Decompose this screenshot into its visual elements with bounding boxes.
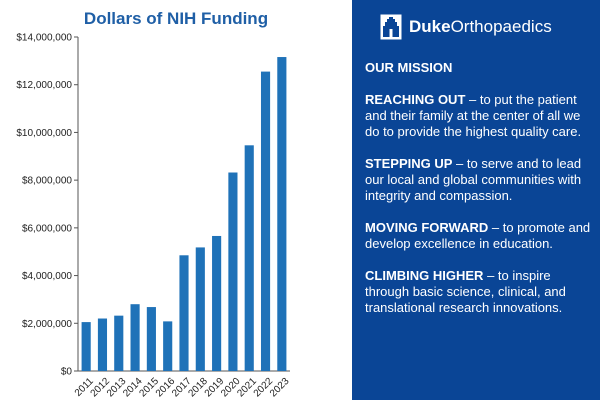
- mission-panel: DukeOrthopaedics OUR MISSION REACHING OU…: [352, 0, 600, 400]
- bar-2013: [114, 315, 124, 371]
- mission-keyword: CLIMBING HIGHER: [365, 268, 484, 283]
- y-tick-label: $4,000,000: [22, 271, 72, 282]
- brand-name-bold: Duke: [409, 17, 451, 36]
- mission-keyword: STEPPING UP: [365, 156, 453, 171]
- mission-text: – to inspire through basic science, clin…: [365, 268, 566, 315]
- bar-2012: [97, 318, 108, 371]
- bar-2022: [260, 71, 271, 371]
- y-tick-label: $2,000,000: [22, 319, 72, 330]
- mission-heading: OUR MISSION: [365, 60, 453, 75]
- bar-2017: [179, 255, 189, 371]
- bar-2023: [277, 57, 287, 371]
- bar-2016: [163, 321, 173, 371]
- nih-funding-bar-chart: $0 $2,000,000 $4,000,000 $6,000,000 $8,000,0…: [16, 33, 292, 400]
- bar-2019: [212, 235, 222, 371]
- mission-item-reaching-out: REACHING OUT – to put the patient and th…: [365, 92, 593, 140]
- chart-panel: Dollars of NIH Funding $0 $2,000,000 $4,00…: [16, 9, 292, 400]
- y-tick-label: $0: [61, 367, 73, 378]
- chart-title: Dollars of NIH Funding: [83, 9, 269, 28]
- y-axis-ticks: $0 $2,000,000 $4,000,000 $6,000,000 $8,000,0…: [16, 33, 78, 378]
- mission-section: OUR MISSION REACHING OUT – to put the pa…: [365, 60, 593, 332]
- bars-group: [81, 57, 287, 371]
- mission-text: – to promote and develop excellence in e…: [365, 220, 591, 251]
- mission-item-moving-forward: MOVING FORWARD – to promote and develop …: [365, 220, 593, 252]
- brand-name: DukeOrthopaedics: [409, 17, 552, 37]
- bar-2011: [81, 322, 91, 371]
- y-tick-label: $6,000,000: [22, 223, 72, 234]
- bar-2015: [146, 307, 156, 371]
- mission-item-climbing-higher: CLIMBING HIGHER – to inspire through bas…: [365, 268, 593, 316]
- y-tick-label: $14,000,000: [16, 33, 72, 44]
- bar-2014: [130, 304, 140, 371]
- y-tick-label: $12,000,000: [16, 80, 72, 91]
- mission-text: – to serve and to lead our local and glo…: [365, 156, 582, 203]
- brand-name-rest: Orthopaedics: [450, 17, 552, 36]
- duke-chapel-icon: [380, 14, 402, 40]
- bar-2018: [195, 247, 205, 371]
- x-axis-ticks: 2011201220132014201520162017201820192020…: [73, 376, 292, 400]
- mission-item-stepping-up: STEPPING UP – to serve and to lead our l…: [365, 156, 593, 204]
- bar-2020: [228, 172, 238, 371]
- mission-text: – to put the patient and their family at…: [365, 92, 582, 139]
- bar-2021: [244, 145, 254, 371]
- y-tick-label: $8,000,000: [22, 176, 72, 187]
- duke-orthopaedics-logo: DukeOrthopaedics: [380, 14, 552, 40]
- mission-keyword: REACHING OUT: [365, 92, 466, 107]
- x-tick-label: 2023: [268, 376, 292, 400]
- y-tick-label: $10,000,000: [16, 128, 72, 139]
- mission-keyword: MOVING FORWARD: [365, 220, 489, 235]
